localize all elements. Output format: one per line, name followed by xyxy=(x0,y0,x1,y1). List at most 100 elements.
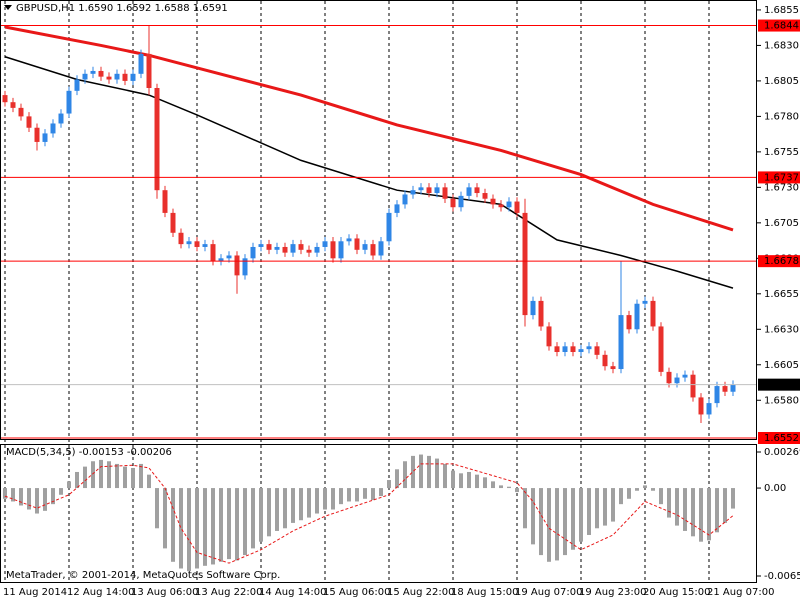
candle-body xyxy=(522,212,528,316)
candle-body xyxy=(66,90,72,114)
macd-bar xyxy=(587,488,591,535)
candle-body xyxy=(258,244,264,247)
macd-bar xyxy=(19,488,23,506)
candle-body xyxy=(274,246,280,250)
candle-body xyxy=(474,187,480,194)
x-tick-label: 11 Aug 2014 xyxy=(3,587,67,598)
candle-body xyxy=(58,113,64,124)
y-tick-label: 1.6830 xyxy=(764,40,799,51)
candle-body xyxy=(434,187,440,194)
watermark: MetaTrader, © 2001-2014, MetaQuotes Soft… xyxy=(6,570,280,581)
signal-line xyxy=(4,463,734,564)
candle-body xyxy=(578,349,584,352)
macd-bar xyxy=(339,488,343,505)
level-label: 1.6678 xyxy=(764,256,799,267)
macd-bar xyxy=(419,454,423,489)
candle-body xyxy=(122,73,128,81)
candle-body xyxy=(506,201,512,208)
macd-bar xyxy=(555,488,559,561)
y-tick-label: 0.00 xyxy=(764,483,786,494)
macd-bar xyxy=(107,461,111,489)
candle-body xyxy=(610,366,616,370)
macd-bar xyxy=(227,488,231,560)
macd-bar xyxy=(355,488,359,502)
macd-bar xyxy=(619,488,623,505)
candle-body xyxy=(570,346,576,352)
candle-body xyxy=(650,300,656,327)
candle-body xyxy=(290,244,296,253)
candle-body xyxy=(322,241,328,247)
macd-bar xyxy=(563,488,567,556)
macd-bar xyxy=(155,488,159,529)
candle-body xyxy=(514,201,520,213)
candle-body xyxy=(594,346,600,355)
macd-bar xyxy=(171,488,175,562)
candle-body xyxy=(362,244,368,250)
candle-body xyxy=(586,346,592,350)
candle-body xyxy=(146,53,152,88)
macd-bar xyxy=(675,488,679,526)
y-tick-label: 1.6855 xyxy=(764,5,799,16)
macd-bar xyxy=(219,488,223,562)
macd-bar xyxy=(299,488,303,521)
macd-bar xyxy=(115,463,119,489)
candle-body xyxy=(482,193,488,199)
candle-body xyxy=(26,116,32,128)
menu-triangle[interactable] xyxy=(4,5,12,10)
candle-body xyxy=(442,187,448,199)
macd-bar xyxy=(323,488,327,510)
candle-body xyxy=(690,374,696,398)
macd-bar xyxy=(363,488,367,499)
macd-bar xyxy=(179,488,183,569)
macd-bar xyxy=(387,480,391,489)
candle-body xyxy=(706,403,712,415)
candle-body xyxy=(674,377,680,384)
macd-bar xyxy=(699,488,703,542)
macd-bar xyxy=(459,473,463,489)
level-label: 1.6844 xyxy=(764,21,799,32)
candle-body xyxy=(722,386,728,392)
candle-body xyxy=(314,246,320,253)
macd-pane-frame xyxy=(0,444,757,583)
candle-body xyxy=(178,232,184,245)
macd-bar xyxy=(707,488,711,541)
candle-body xyxy=(402,194,408,205)
macd-bar xyxy=(59,488,63,495)
macd-bar xyxy=(507,486,511,489)
macd-bar xyxy=(443,463,447,489)
macd-bar xyxy=(435,458,439,489)
macd-bar xyxy=(723,488,727,523)
candle-body xyxy=(386,212,392,242)
y-tick-label: 1.6755 xyxy=(764,147,799,158)
candle-body xyxy=(50,123,56,134)
macd-bar xyxy=(611,488,615,522)
y-tick-label: 1.6805 xyxy=(764,76,799,87)
candle-body xyxy=(130,73,136,81)
candle-body xyxy=(210,244,216,262)
level-label: 1.6737 xyxy=(764,172,799,183)
macd-bar xyxy=(147,474,151,489)
macd-bar xyxy=(531,488,535,545)
x-tick-label: 19 Aug 07:00 xyxy=(515,587,582,598)
macd-bar xyxy=(331,488,335,510)
macd-bar xyxy=(547,488,551,562)
candle-body xyxy=(546,326,552,347)
candle-body xyxy=(330,241,336,259)
x-tick-label: 13 Aug 06:00 xyxy=(131,587,198,598)
macd-bar xyxy=(411,455,415,489)
candle-body xyxy=(538,300,544,327)
macd-bar xyxy=(347,488,351,502)
candle-body xyxy=(370,244,376,256)
y-tick-label: 1.6580 xyxy=(764,395,799,406)
candle-body xyxy=(418,187,424,191)
candle-body xyxy=(10,102,16,108)
macd-bar xyxy=(51,488,55,505)
macd-bar xyxy=(123,466,127,489)
candle-body xyxy=(170,212,176,233)
macd-bar xyxy=(43,488,47,511)
macd-bar xyxy=(27,488,31,510)
macd-bar xyxy=(603,488,607,526)
candle-body xyxy=(618,315,624,370)
